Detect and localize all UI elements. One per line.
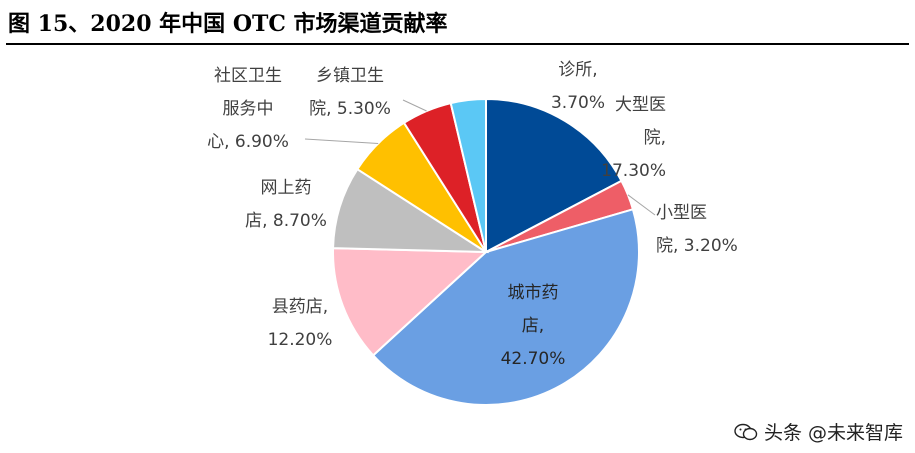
slice-label-line: 县药店, xyxy=(272,297,328,317)
slice-label-line: 院, 5.30% xyxy=(309,99,391,119)
slice-label-line: 17.30% xyxy=(601,161,666,181)
slice-label-2: 城市药店, 42.70% xyxy=(501,283,566,369)
title-divider xyxy=(6,43,909,45)
slice-label-line: 小型医 xyxy=(656,203,707,223)
figure-title: 图 15、2020 年中国 OTC 市场渠道贡献率 xyxy=(8,11,448,37)
slice-label-4: 网上药店, 8.70% xyxy=(245,178,327,231)
slice-label-line: 店, xyxy=(522,316,544,336)
slice-label-5: 社区卫生服务中心, 6.90% xyxy=(207,66,289,152)
leader-line-1 xyxy=(627,194,656,216)
pie-slice-7 xyxy=(449,97,487,253)
slice-label-line: 3.70% xyxy=(551,93,605,113)
slice-label-line: 服务中 xyxy=(223,99,274,119)
slice-label-line: 诊所, xyxy=(558,60,597,80)
leader-lines xyxy=(304,99,656,216)
slice-label-line: 12.20% xyxy=(268,330,333,350)
slice-label-1: 小型医院, 3.20% xyxy=(656,203,738,256)
slice-label-line: 店, 8.70% xyxy=(245,211,327,231)
pie-slice-2 xyxy=(371,208,640,406)
slice-label-line: 乡镇卫生 xyxy=(316,66,384,86)
wechat-icon xyxy=(734,423,758,440)
slice-label-6: 乡镇卫生院, 5.30% xyxy=(309,66,391,119)
slice-label-line: 院, xyxy=(644,128,666,148)
slice-label-line: 心, 6.90% xyxy=(207,132,289,152)
leader-line-6 xyxy=(402,99,427,112)
watermark: 头条 @未来智库 xyxy=(734,418,903,445)
pie-slice-0 xyxy=(485,97,623,254)
slice-label-line: 城市药 xyxy=(508,283,559,303)
slice-label-7: 诊所, 3.70% xyxy=(551,60,605,113)
pie-slice-3 xyxy=(332,247,489,357)
slice-label-line: 社区卫生 xyxy=(214,66,282,86)
slice-label-line: 院, 3.20% xyxy=(656,236,738,256)
slice-label-3: 县药店, 12.20% xyxy=(268,297,333,350)
watermark-text: 头条 @未来智库 xyxy=(763,422,903,444)
slice-label-0: 大型医院, 17.30% xyxy=(601,95,666,181)
slice-labels: 大型医院, 17.30% 小型医院, 3.20% 城市药店, 42.70% 县药店, 12.… xyxy=(207,60,738,369)
leader-line-5 xyxy=(304,138,379,144)
pie-slice-4 xyxy=(332,167,490,254)
slice-label-line: 网上药 xyxy=(261,178,312,198)
pie-slices xyxy=(332,97,640,406)
slice-label-line: 42.70% xyxy=(501,349,566,369)
slice-label-line: 大型医 xyxy=(615,95,666,115)
